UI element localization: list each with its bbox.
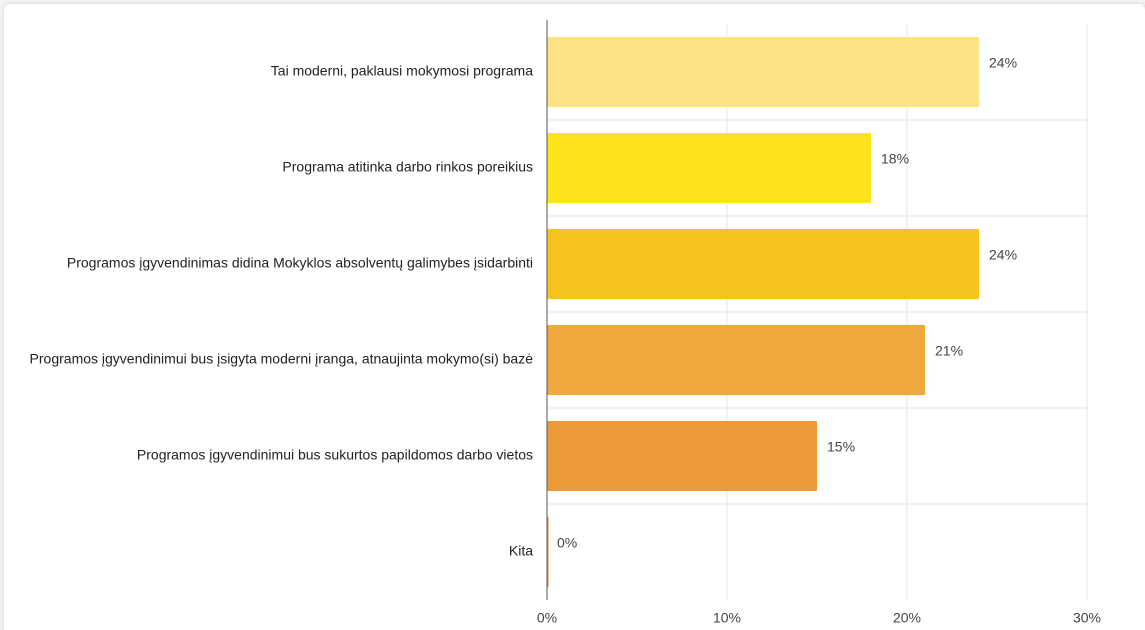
card	[4, 4, 1145, 630]
category-label: Programos įgyvendinimas didina Mokyklos …	[66, 254, 533, 271]
category-label: Programa atitinka darbo rinkos poreikius	[282, 158, 533, 175]
x-tick-label: 20%	[893, 610, 921, 626]
data-label: 21%	[935, 343, 963, 359]
category-label: Programos įgyvendinimui bus įsigyta mode…	[29, 350, 533, 367]
bar	[547, 421, 817, 491]
bar	[547, 229, 979, 299]
data-label: 24%	[989, 55, 1017, 71]
bar	[547, 37, 979, 107]
data-label: 15%	[827, 439, 855, 455]
x-tick-label: 10%	[713, 610, 741, 626]
bar	[547, 517, 549, 587]
data-label: 0%	[557, 535, 577, 551]
data-label: 24%	[989, 247, 1017, 263]
x-tick-label: 30%	[1073, 610, 1101, 626]
data-label: 18%	[881, 151, 909, 167]
category-label: Tai moderni, paklausi mokymosi programa	[270, 62, 533, 79]
category-label: Kita	[508, 542, 533, 559]
x-tick-label: 0%	[537, 610, 557, 626]
bar	[547, 325, 925, 395]
bar	[547, 133, 871, 203]
category-label: Programos įgyvendinimui bus sukurtos pap…	[136, 446, 533, 463]
